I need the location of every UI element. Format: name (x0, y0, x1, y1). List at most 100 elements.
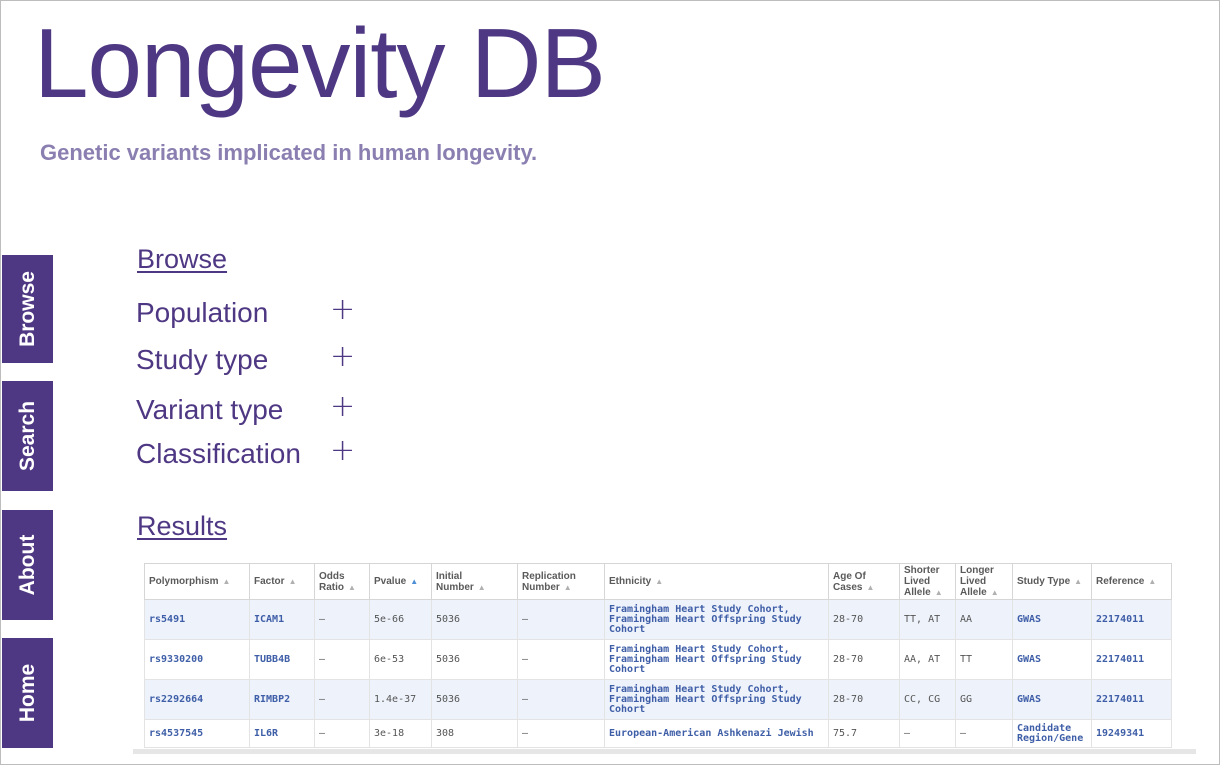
expand-plus-icon[interactable]: + (330, 433, 356, 468)
column-header-odds-ratio[interactable]: Odds Ratio ▲ (314, 563, 370, 600)
column-header-longer-lived-allele[interactable]: Longer Lived Allele ▲ (955, 563, 1013, 600)
app-subtitle: Genetic variants implicated in human lon… (40, 140, 538, 165)
shorter-allele-cell: — (899, 719, 956, 748)
age-of-cases-cell: 28-70 (828, 599, 900, 640)
study-type-link[interactable]: GWAS (1012, 679, 1092, 720)
column-header-reference[interactable]: Reference ▲ (1091, 563, 1172, 600)
column-header-label: Factor (254, 576, 285, 587)
ethnicity-link[interactable]: Framingham Heart Study Cohort, Framingha… (604, 599, 829, 640)
sort-icon: ▲ (655, 577, 664, 586)
replication-number-cell: — (517, 639, 605, 680)
pvalue-cell: 1.4e-37 (369, 679, 432, 720)
table-shadow (133, 749, 1196, 754)
filter-label: Study type (136, 344, 269, 375)
odds-ratio-cell: — (314, 639, 370, 680)
initial-number-cell: 5036 (431, 599, 518, 640)
filter-label: Variant type (136, 394, 284, 425)
expand-plus-icon[interactable]: + (330, 292, 356, 327)
sort-active-icon: ▲ (410, 577, 419, 586)
reference-link[interactable]: 19249341 (1091, 719, 1172, 748)
sidebar-tab-home[interactable]: Home (2, 638, 53, 748)
age-of-cases-cell: 28-70 (828, 679, 900, 720)
expand-plus-icon[interactable]: + (330, 389, 356, 424)
column-header-label: Reference (1096, 576, 1145, 587)
filter-study-type[interactable]: Study type + (136, 339, 366, 378)
reference-link[interactable]: 22174011 (1091, 639, 1172, 680)
reference-link[interactable]: 22174011 (1091, 679, 1172, 720)
results-table: Polymorphism ▲ Factor ▲ Odds Ratio ▲ Pvalue… (144, 563, 1172, 748)
initial-number-cell: 308 (431, 719, 518, 748)
column-header-label: Pvalue (374, 576, 407, 587)
shorter-allele-cell: TT, AT (899, 599, 956, 640)
column-header-factor[interactable]: Factor ▲ (249, 563, 315, 600)
column-header-initial-number[interactable]: Initial Number ▲ (431, 563, 518, 600)
column-header-polymorphism[interactable]: Polymorphism ▲ (144, 563, 250, 600)
sidebar-tab-about[interactable]: About (2, 510, 53, 620)
longer-allele-cell: — (955, 719, 1013, 748)
results-table-container: Polymorphism ▲ Factor ▲ Odds Ratio ▲ Pvalue… (144, 563, 1172, 748)
initial-number-cell: 5036 (431, 679, 518, 720)
app-title: Longevity DB (34, 8, 606, 118)
ethnicity-link[interactable]: Framingham Heart Study Cohort, Framingha… (604, 639, 829, 680)
polymorphism-link[interactable]: rs5491 (144, 599, 250, 640)
initial-number-cell: 5036 (431, 639, 518, 680)
factor-link[interactable]: RIMBP2 (249, 679, 315, 720)
filter-label: Classification (136, 438, 301, 469)
table-row: rs5491 ICAM1 — 5e-66 5036 — Framingham H… (144, 599, 1172, 640)
column-header-label: Initial Number (436, 570, 474, 593)
reference-link[interactable]: 22174011 (1091, 599, 1172, 640)
column-header-replication-number[interactable]: Replication Number ▲ (517, 563, 605, 600)
study-type-link[interactable]: GWAS (1012, 639, 1092, 680)
filter-classification[interactable]: Classification + (136, 433, 366, 472)
sort-icon: ▲ (222, 577, 231, 586)
replication-number-cell: — (517, 599, 605, 640)
sidebar-tab-label: Browse (15, 271, 39, 347)
sort-icon: ▲ (477, 582, 486, 592)
sidebar-tab-browse[interactable]: Browse (2, 255, 53, 363)
replication-number-cell: — (517, 719, 605, 748)
column-header-label: Replication Number (522, 570, 576, 593)
age-of-cases-cell: 28-70 (828, 639, 900, 680)
column-header-label: Age Of Cases (833, 570, 866, 593)
browse-heading-link[interactable]: Browse (137, 244, 228, 274)
ethnicity-link[interactable]: Framingham Heart Study Cohort, Framingha… (604, 679, 829, 720)
sort-icon: ▲ (934, 588, 943, 597)
results-heading-link[interactable]: Results (137, 511, 228, 541)
factor-link[interactable]: ICAM1 (249, 599, 315, 640)
ethnicity-link[interactable]: European-American Ashkenazi Jewish (604, 719, 829, 748)
expand-plus-icon[interactable]: + (330, 339, 356, 374)
polymorphism-link[interactable]: rs4537545 (144, 719, 250, 748)
filter-population[interactable]: Population + (136, 292, 366, 331)
sort-icon: ▲ (563, 582, 572, 592)
column-header-ethnicity[interactable]: Ethnicity ▲ (604, 563, 829, 600)
replication-number-cell: — (517, 679, 605, 720)
age-of-cases-cell: 75.7 (828, 719, 900, 748)
pvalue-cell: 5e-66 (369, 599, 432, 640)
pvalue-cell: 6e-53 (369, 639, 432, 680)
sidebar-tab-label: Home (15, 663, 39, 723)
odds-ratio-cell: — (314, 679, 370, 720)
column-header-pvalue[interactable]: Pvalue ▲ (369, 563, 432, 600)
table-header-row: Polymorphism ▲ Factor ▲ Odds Ratio ▲ Pvalue… (144, 563, 1172, 600)
column-header-label: Odds Ratio (319, 570, 345, 593)
column-header-study-type[interactable]: Study Type ▲ (1012, 563, 1092, 600)
longer-allele-cell: GG (955, 679, 1013, 720)
filter-variant-type[interactable]: Variant type + (136, 389, 366, 428)
sidebar-tab-label: Search (15, 400, 39, 472)
table-row: rs4537545 IL6R — 3e-18 308 — European-Am… (144, 719, 1172, 748)
factor-link[interactable]: TUBB4B (249, 639, 315, 680)
column-header-label: Study Type (1017, 576, 1071, 587)
factor-link[interactable]: IL6R (249, 719, 315, 748)
sidebar-tab-search[interactable]: Search (2, 381, 53, 491)
sidebar-tab-label: About (15, 534, 39, 596)
study-type-link[interactable]: Candidate Region/Gene (1012, 719, 1092, 748)
sort-icon: ▲ (1148, 577, 1157, 586)
polymorphism-link[interactable]: rs9330200 (144, 639, 250, 680)
column-header-label: Longer Lived Allele (960, 565, 994, 598)
column-header-age-of-cases[interactable]: Age Of Cases ▲ (828, 563, 900, 600)
polymorphism-link[interactable]: rs2292664 (144, 679, 250, 720)
column-header-shorter-lived-allele[interactable]: Shorter Lived Allele ▲ (899, 563, 956, 600)
odds-ratio-cell: — (314, 719, 370, 748)
sort-icon: ▲ (288, 577, 297, 586)
study-type-link[interactable]: GWAS (1012, 599, 1092, 640)
